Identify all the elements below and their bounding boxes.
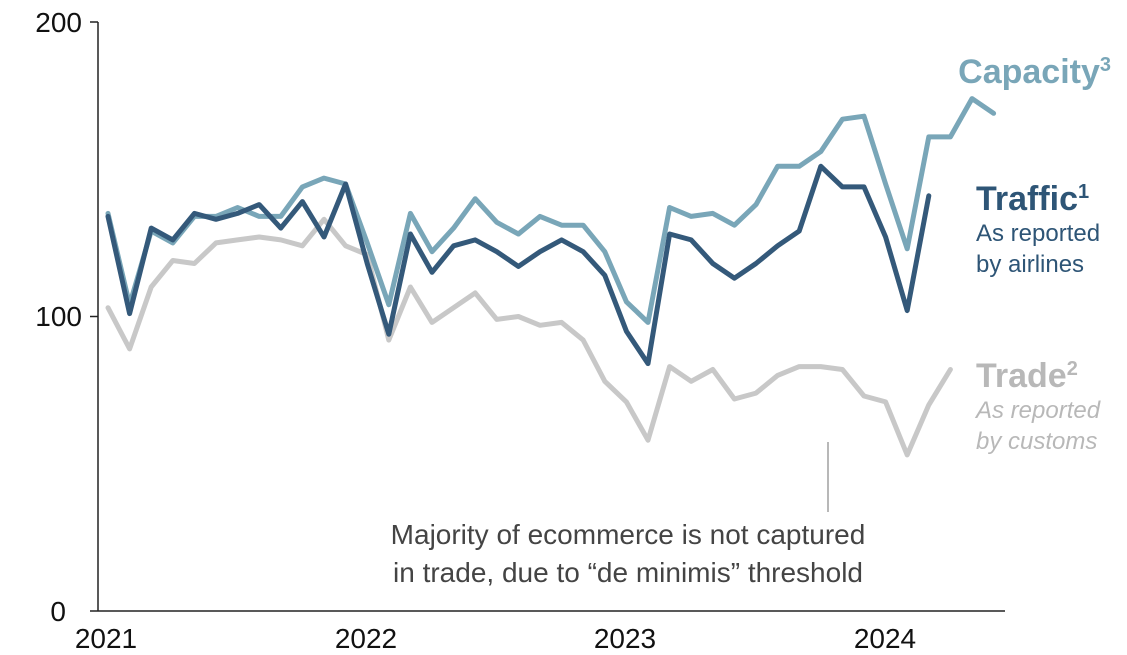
traffic-footnote: 1	[1078, 181, 1090, 203]
capacity-name: Capacity	[958, 53, 1100, 91]
x-tick-label: 2024	[854, 623, 916, 654]
y-tick-label: 200	[35, 7, 82, 38]
x-tick-label: 2022	[335, 623, 397, 654]
y-tick-label: 0	[50, 596, 66, 627]
capacity-series-label: Capacity3	[958, 46, 1111, 91]
trade-series-line	[105, 216, 953, 458]
trade-note-line: As reported	[976, 397, 1101, 424]
annotation-line: in trade, due to “de minimis” threshold	[393, 557, 863, 588]
trade-note-line: by customs	[976, 428, 1098, 455]
x-tick-label: 2021	[75, 623, 137, 654]
annotation-line: Majority of ecommerce is not captured	[390, 519, 866, 550]
traffic-series-line	[105, 163, 932, 367]
traffic-note-line: As reported	[976, 220, 1101, 247]
y-tick-label: 100	[35, 301, 82, 332]
trade-series-label: Trade2 As reported by customs	[976, 350, 1100, 457]
traffic-name: Traffic	[976, 180, 1079, 218]
series-layer	[105, 96, 997, 458]
ecommerce-annotation: Majority of ecommerce is not captured in…	[353, 516, 903, 592]
trade-footnote: 2	[1066, 358, 1078, 380]
x-tick-label: 2023	[594, 623, 656, 654]
capacity-footnote: 3	[1099, 54, 1111, 76]
trade-name: Trade	[976, 357, 1067, 395]
axes: 200 100 0 2021 2022 2023 2024	[35, 7, 1005, 654]
capacity-series-line	[105, 96, 997, 325]
traffic-series-label: Traffic1 As reported by airlines	[976, 173, 1100, 280]
traffic-note-line: by airlines	[976, 251, 1085, 278]
